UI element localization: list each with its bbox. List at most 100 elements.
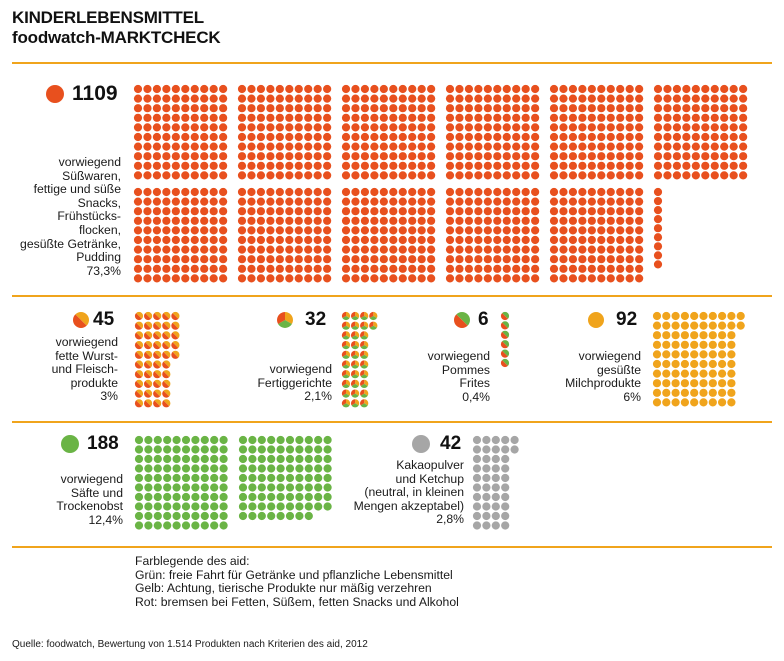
- product-dot: [531, 197, 540, 206]
- product-dot: [172, 483, 181, 492]
- product-dot: [294, 226, 303, 235]
- product-dot: [209, 132, 218, 142]
- product-dot: [708, 388, 717, 397]
- product-dot: [209, 94, 218, 103]
- product-dot: [351, 321, 360, 330]
- product-dot: [474, 142, 483, 151]
- product-dot: [351, 235, 360, 245]
- product-dot: [625, 161, 634, 170]
- product-dot: [256, 161, 266, 170]
- product-dot: [304, 245, 313, 254]
- product-dot: [153, 389, 162, 398]
- product-dot: [653, 260, 663, 269]
- product-dot: [671, 388, 680, 397]
- desc-meat: vorwiegend fette Wurst- und Fleisch- pro…: [51, 335, 118, 404]
- product-dot: [370, 132, 379, 142]
- product-dot: [181, 502, 191, 511]
- product-dot: [323, 226, 332, 235]
- product-dot: [248, 502, 257, 511]
- color-rating-icon: [276, 312, 293, 328]
- product-dot: [256, 84, 266, 94]
- product-dot: [521, 84, 530, 94]
- product-dot: [690, 369, 699, 378]
- product-dot: [351, 226, 360, 235]
- product-dot: [360, 113, 370, 122]
- product-dot: [295, 511, 304, 521]
- product-dot: [153, 492, 162, 502]
- product-dot: [191, 435, 200, 445]
- product-dot: [351, 132, 360, 142]
- product-dot: [727, 388, 736, 397]
- product-dot: [474, 226, 483, 235]
- product-dot: [549, 152, 559, 161]
- product-dot: [247, 207, 256, 216]
- product-dot: [163, 502, 172, 511]
- product-dot: [720, 132, 729, 142]
- product-dot: [172, 511, 181, 521]
- product-dot: [521, 255, 530, 264]
- product-dot: [491, 464, 500, 473]
- product-dot: [464, 142, 474, 151]
- product-dot: [237, 187, 247, 197]
- product-dot: [171, 152, 180, 161]
- product-dot: [389, 235, 398, 245]
- product-dot: [578, 142, 587, 151]
- product-dot: [379, 187, 388, 197]
- product-dot: [219, 84, 228, 94]
- product-dot: [662, 331, 671, 340]
- product-dot: [171, 350, 180, 359]
- product-dot: [247, 264, 256, 273]
- count-dairy: 92: [616, 309, 638, 330]
- product-dot: [341, 350, 351, 359]
- product-dot: [521, 104, 530, 113]
- product-dot: [502, 104, 511, 113]
- product-dot: [162, 104, 171, 113]
- product-dot: [144, 370, 153, 379]
- desc-meat-line: fette Wurst-: [55, 348, 118, 363]
- product-dot: [351, 197, 360, 206]
- product-dot: [294, 104, 303, 113]
- product-dot: [163, 521, 172, 530]
- product-dot: [219, 454, 228, 464]
- product-dot: [323, 152, 332, 161]
- product-dot: [181, 483, 191, 492]
- product-dot: [483, 94, 492, 103]
- product-dot: [304, 216, 313, 225]
- product-dot: [653, 94, 663, 103]
- product-dot: [699, 331, 708, 340]
- category-icon: [61, 435, 79, 454]
- product-dot: [389, 152, 398, 161]
- product-dot: [578, 274, 587, 283]
- product-dot: [190, 264, 199, 273]
- product-dot: [493, 132, 502, 142]
- product-dot: [708, 311, 717, 321]
- product-dot: [162, 341, 171, 350]
- product-dot: [521, 226, 530, 235]
- product-dot: [276, 435, 285, 445]
- product-dot: [710, 171, 719, 180]
- desc-ready-line: Fertiggerichte: [257, 375, 332, 390]
- product-dot: [248, 445, 257, 454]
- product-dot: [360, 274, 370, 283]
- desc-meat-line: und Fleisch-: [51, 362, 118, 377]
- product-dot: [398, 264, 407, 273]
- product-dot: [701, 123, 710, 132]
- product-dot: [549, 207, 559, 216]
- product-dot: [653, 171, 663, 180]
- product-dot: [266, 245, 275, 254]
- product-dot: [133, 274, 143, 283]
- product-dot: [597, 187, 606, 197]
- product-dot: [134, 435, 144, 445]
- product-dot: [351, 216, 360, 225]
- product-dot: [171, 245, 180, 254]
- product-dot: [635, 123, 644, 132]
- product-dot: [379, 197, 388, 206]
- color-rating-icon: [72, 311, 89, 328]
- product-dot: [521, 216, 530, 225]
- product-dot: [398, 161, 407, 170]
- product-dot: [455, 132, 464, 142]
- product-dot: [152, 123, 162, 132]
- product-dot: [219, 255, 228, 264]
